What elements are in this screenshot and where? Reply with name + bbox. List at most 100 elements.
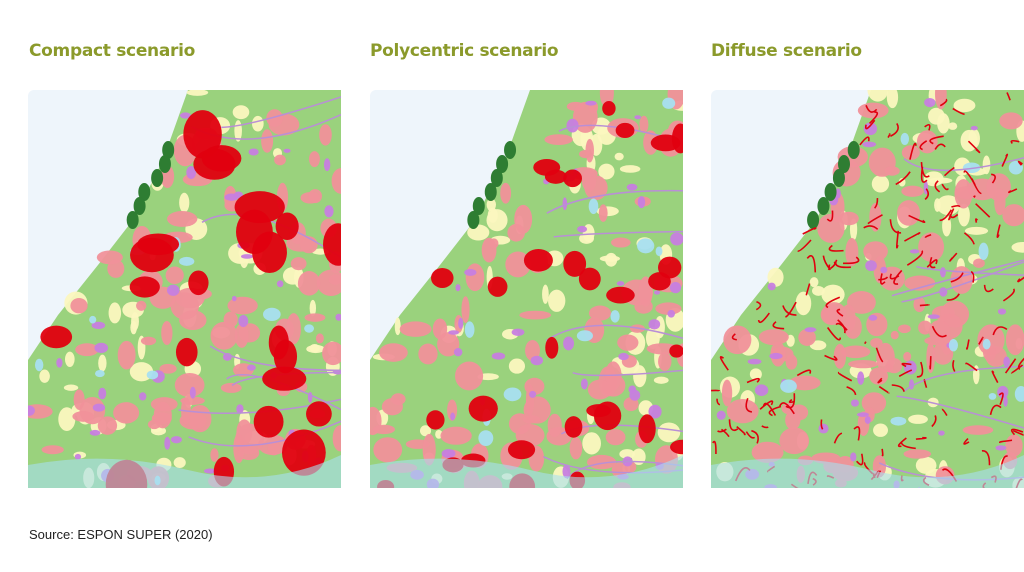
urban-area	[75, 343, 99, 357]
industrial-area	[236, 404, 244, 414]
new-urban-strip	[828, 244, 844, 252]
new-urban-strip	[963, 170, 976, 186]
urban-area	[286, 234, 315, 252]
urban-area	[489, 238, 499, 249]
forest-area	[467, 211, 480, 229]
new-urban-area	[323, 223, 341, 266]
industrial-area	[804, 327, 817, 333]
urban-area	[286, 313, 301, 345]
water-body	[1014, 385, 1024, 402]
urban-area	[274, 154, 286, 166]
industrial-area	[563, 336, 575, 351]
new-urban-area	[523, 249, 553, 272]
urban-area	[779, 427, 810, 455]
new-urban-strip	[991, 370, 999, 384]
industrial-area	[529, 390, 537, 398]
industrial-area	[626, 183, 638, 191]
road-line	[903, 365, 1024, 392]
urban-area	[643, 130, 659, 155]
industrial-area	[491, 352, 506, 360]
urban-area	[884, 166, 900, 176]
source-caption: Source: ESPON SUPER (2020)	[29, 527, 213, 542]
industrial-area	[139, 392, 147, 401]
industrial-area	[448, 330, 460, 335]
new-urban-strip	[1008, 188, 1018, 194]
industrial-area	[864, 416, 871, 424]
greenhouse-area	[542, 284, 549, 304]
urban-area	[857, 102, 889, 119]
new-urban-strip	[820, 419, 824, 430]
water-body	[178, 256, 195, 266]
new-urban-strip	[901, 362, 912, 368]
water-body	[95, 369, 105, 378]
urban-area	[519, 310, 552, 320]
industrial-area	[716, 410, 726, 420]
road-line	[545, 324, 683, 342]
urban-area	[422, 433, 436, 466]
new-urban-strip	[931, 415, 937, 428]
industrial-area	[616, 281, 625, 286]
new-urban-strip	[856, 453, 864, 466]
new-urban-strip	[929, 356, 932, 370]
new-urban-strip	[967, 140, 981, 154]
industrial-area	[324, 205, 334, 218]
water-body	[34, 358, 44, 372]
new-urban-strip	[859, 136, 870, 146]
new-urban-strip	[759, 400, 774, 410]
greenhouse-area	[898, 177, 906, 187]
industrial-area	[865, 260, 877, 272]
urban-area	[136, 300, 147, 311]
new-urban-strip	[827, 264, 831, 271]
urban-area	[167, 211, 198, 227]
panel-title-polycentric: Polycentric scenario	[370, 41, 559, 61]
new-urban-strip	[887, 133, 891, 138]
new-urban-strip	[924, 188, 930, 201]
new-urban-strip	[1010, 428, 1024, 436]
industrial-area	[637, 196, 646, 209]
water-body	[1008, 160, 1023, 175]
new-urban-strip	[998, 392, 1004, 405]
urban-area	[928, 319, 951, 343]
forest-area	[133, 197, 146, 215]
new-urban-area	[273, 339, 298, 374]
new-urban-strip	[924, 124, 931, 131]
new-urban-strip	[826, 327, 842, 341]
new-urban-strip	[975, 203, 991, 218]
urban-area	[751, 441, 784, 463]
industrial-area	[89, 429, 101, 436]
greenhouse-area	[173, 457, 186, 468]
industrial-area	[248, 148, 259, 156]
urban-area	[381, 398, 403, 416]
urban-area	[1005, 434, 1023, 457]
road-line	[553, 230, 683, 238]
new-urban-strip	[785, 301, 797, 318]
new-urban-strip	[924, 233, 932, 238]
new-urban-strip	[923, 378, 928, 388]
water-body	[890, 416, 907, 426]
water-body	[89, 315, 97, 324]
industrial-area	[862, 141, 877, 148]
urban-area	[903, 351, 912, 362]
greenhouse-area	[98, 354, 107, 372]
water-body	[780, 379, 797, 393]
urban-area	[319, 124, 332, 146]
forest-area	[126, 211, 139, 229]
industrial-area	[335, 313, 341, 321]
new-urban-strip	[834, 259, 851, 269]
greenhouse-area	[871, 175, 890, 193]
industrial-area	[767, 282, 776, 291]
industrial-area	[995, 445, 1007, 451]
water-body	[610, 310, 620, 323]
urban-area	[870, 337, 883, 349]
greenhouse-area	[867, 90, 889, 102]
greenhouse-area	[964, 226, 989, 235]
greenhouse-area	[948, 122, 958, 130]
urban-area	[848, 359, 879, 369]
urban-area	[886, 358, 903, 374]
industrial-area	[648, 404, 662, 419]
greenhouse-area	[915, 456, 937, 474]
water-body	[503, 387, 522, 402]
urban-area	[308, 189, 322, 204]
greenhouse-area	[508, 358, 526, 374]
new-urban-strip	[717, 428, 727, 433]
